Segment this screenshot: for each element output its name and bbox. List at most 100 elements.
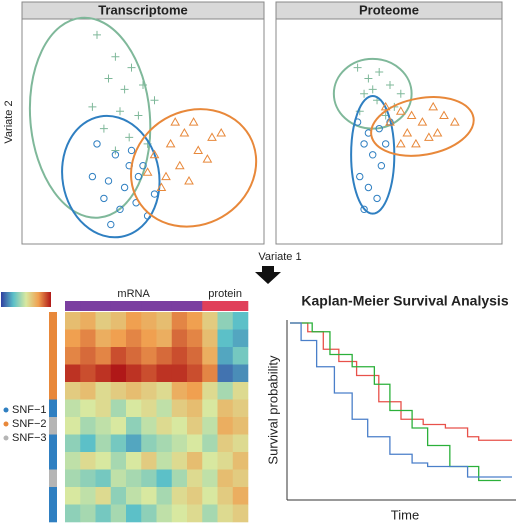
heatmap-cell xyxy=(217,382,234,400)
column-annotation xyxy=(202,301,218,311)
heatmap-cell xyxy=(65,312,81,330)
point xyxy=(432,127,443,137)
point xyxy=(120,85,129,94)
point xyxy=(406,110,417,120)
heatmap-cell xyxy=(95,364,112,383)
column-annotation xyxy=(156,301,173,311)
confidence-ellipse xyxy=(61,114,161,239)
heatmap-cell xyxy=(126,469,142,488)
heatmap-cell xyxy=(202,329,218,348)
heatmap-cell xyxy=(126,452,142,470)
heatmap-cell xyxy=(171,399,188,418)
heatmap-cell xyxy=(141,382,157,400)
confidence-ellipse xyxy=(28,16,152,219)
point xyxy=(161,171,171,181)
heatmap-cell xyxy=(80,434,96,453)
heatmap-cell xyxy=(110,312,127,330)
confidence-ellipse xyxy=(350,94,396,215)
heatmap-cell xyxy=(80,382,96,400)
confidence-ellipse xyxy=(332,57,413,130)
point xyxy=(184,175,194,185)
point xyxy=(368,85,377,94)
point xyxy=(111,52,120,61)
point xyxy=(202,154,213,163)
heatmap-cell xyxy=(171,329,188,348)
row-annotation xyxy=(49,487,57,505)
heatmap-cell xyxy=(141,434,157,453)
heatmap-cell xyxy=(217,452,234,470)
legend-label: SNF−3 xyxy=(12,432,47,444)
point xyxy=(395,106,406,115)
column-annotation xyxy=(171,301,188,311)
heatmap-cell xyxy=(141,487,157,505)
heatmap-cell xyxy=(202,504,218,523)
heatmap-cell xyxy=(95,329,112,348)
row-annotation xyxy=(49,452,57,470)
heatmap-cell xyxy=(156,329,173,348)
heatmap-cell xyxy=(187,364,203,383)
heatmap-cell xyxy=(65,452,81,470)
heatmap-cell xyxy=(126,399,142,418)
column-label: mRNA xyxy=(117,288,150,300)
heatmap-cell xyxy=(187,504,203,523)
legend-marker xyxy=(3,435,9,441)
point xyxy=(411,138,421,148)
point xyxy=(111,151,120,159)
point xyxy=(402,127,413,137)
y-axis-label: Variate 2 xyxy=(3,100,15,143)
heatmap-cell xyxy=(110,487,127,505)
heatmap-cell xyxy=(217,469,234,488)
heatmap-cell xyxy=(156,434,173,453)
point xyxy=(149,149,160,159)
heatmap-cell xyxy=(187,487,203,505)
heatmap-cell xyxy=(171,364,188,383)
point xyxy=(179,127,190,137)
heatmap-cell xyxy=(126,347,142,365)
heatmap-cell xyxy=(126,364,142,383)
heatmap-cell xyxy=(141,399,157,418)
point xyxy=(386,81,394,90)
heatmap-cell xyxy=(187,347,203,365)
column-annotation xyxy=(141,301,157,311)
point xyxy=(360,140,368,148)
survival-curve xyxy=(290,322,512,478)
point xyxy=(375,67,384,76)
heatmap-cell xyxy=(202,312,218,330)
point xyxy=(193,145,204,154)
legend-marker xyxy=(3,421,9,427)
heatmap-cell xyxy=(202,487,218,505)
heatmap-cell xyxy=(187,434,203,453)
heatmap-cell xyxy=(232,487,249,505)
heatmap-cell xyxy=(232,312,249,330)
x-axis-label: Variate 1 xyxy=(258,251,301,263)
y-axis-label: Survival probability xyxy=(265,355,280,465)
point xyxy=(165,138,176,148)
point xyxy=(107,220,115,229)
heatmap-cell xyxy=(126,329,142,348)
point xyxy=(360,89,369,98)
survival-curve xyxy=(290,322,501,482)
heatmap-cell xyxy=(80,469,96,488)
heatmap-cell xyxy=(156,312,173,330)
heatmap-cell xyxy=(80,399,96,418)
heatmap-cell xyxy=(217,312,234,330)
heatmap-cell xyxy=(95,487,112,505)
heatmap-cell xyxy=(141,364,157,383)
point xyxy=(373,194,381,203)
heatmap-cell xyxy=(232,417,249,435)
point xyxy=(134,111,143,120)
row-annotation xyxy=(49,329,57,348)
heatmap-cell xyxy=(171,417,188,435)
point xyxy=(375,124,383,133)
heatmap-cell xyxy=(65,364,81,383)
row-annotation xyxy=(49,347,57,365)
point xyxy=(170,117,181,126)
heatmap-cell xyxy=(141,329,157,348)
point xyxy=(364,183,373,192)
heatmap-cell xyxy=(126,504,142,523)
heatmap-cell xyxy=(110,504,127,523)
heatmap-cell xyxy=(80,364,96,383)
column-annotation xyxy=(95,301,112,311)
point xyxy=(116,107,124,116)
heatmap-cell xyxy=(187,469,203,488)
